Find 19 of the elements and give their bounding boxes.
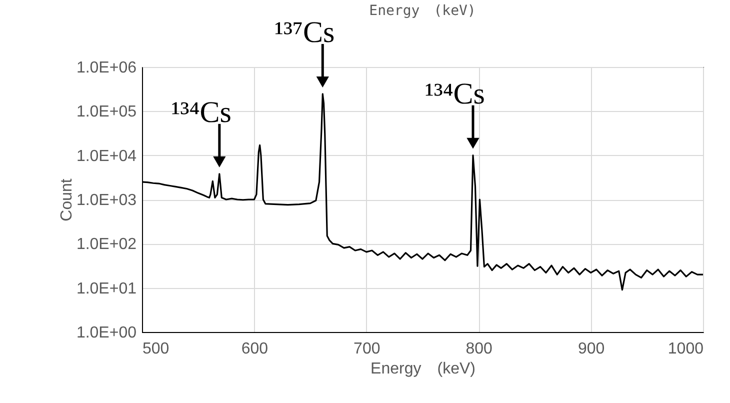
x-tick-label: 500 [142, 340, 170, 358]
y-tick-label: 1.0E+02 [76, 236, 137, 254]
x-tick-label: 600 [241, 340, 268, 358]
y-tick-label: 1.0E+01 [76, 280, 137, 298]
x-axis-title: Energy (keV) [370, 360, 476, 378]
y-axis-title: Count [58, 178, 76, 222]
y-tick-label: 1.0E+06 [76, 60, 137, 76]
y-tick-label: 1.0E+00 [76, 324, 137, 342]
annotation: ¹³⁷Cs [274, 16, 335, 49]
y-tick-label: 1.0E+04 [76, 148, 137, 165]
y-tick-label: 1.0E+05 [76, 104, 137, 121]
x-tick-label: 800 [466, 340, 493, 358]
x-tick-label: 700 [354, 340, 380, 358]
annotation: ¹³⁴Cs [424, 77, 485, 110]
x-tick-label: 900 [578, 340, 605, 358]
x-tick-label: 1000 [668, 340, 704, 358]
annotation: ¹³⁴Cs [171, 96, 232, 129]
y-tick-label: 1.0E+03 [76, 192, 137, 209]
chart-title: Energy (keV) [369, 2, 476, 19]
